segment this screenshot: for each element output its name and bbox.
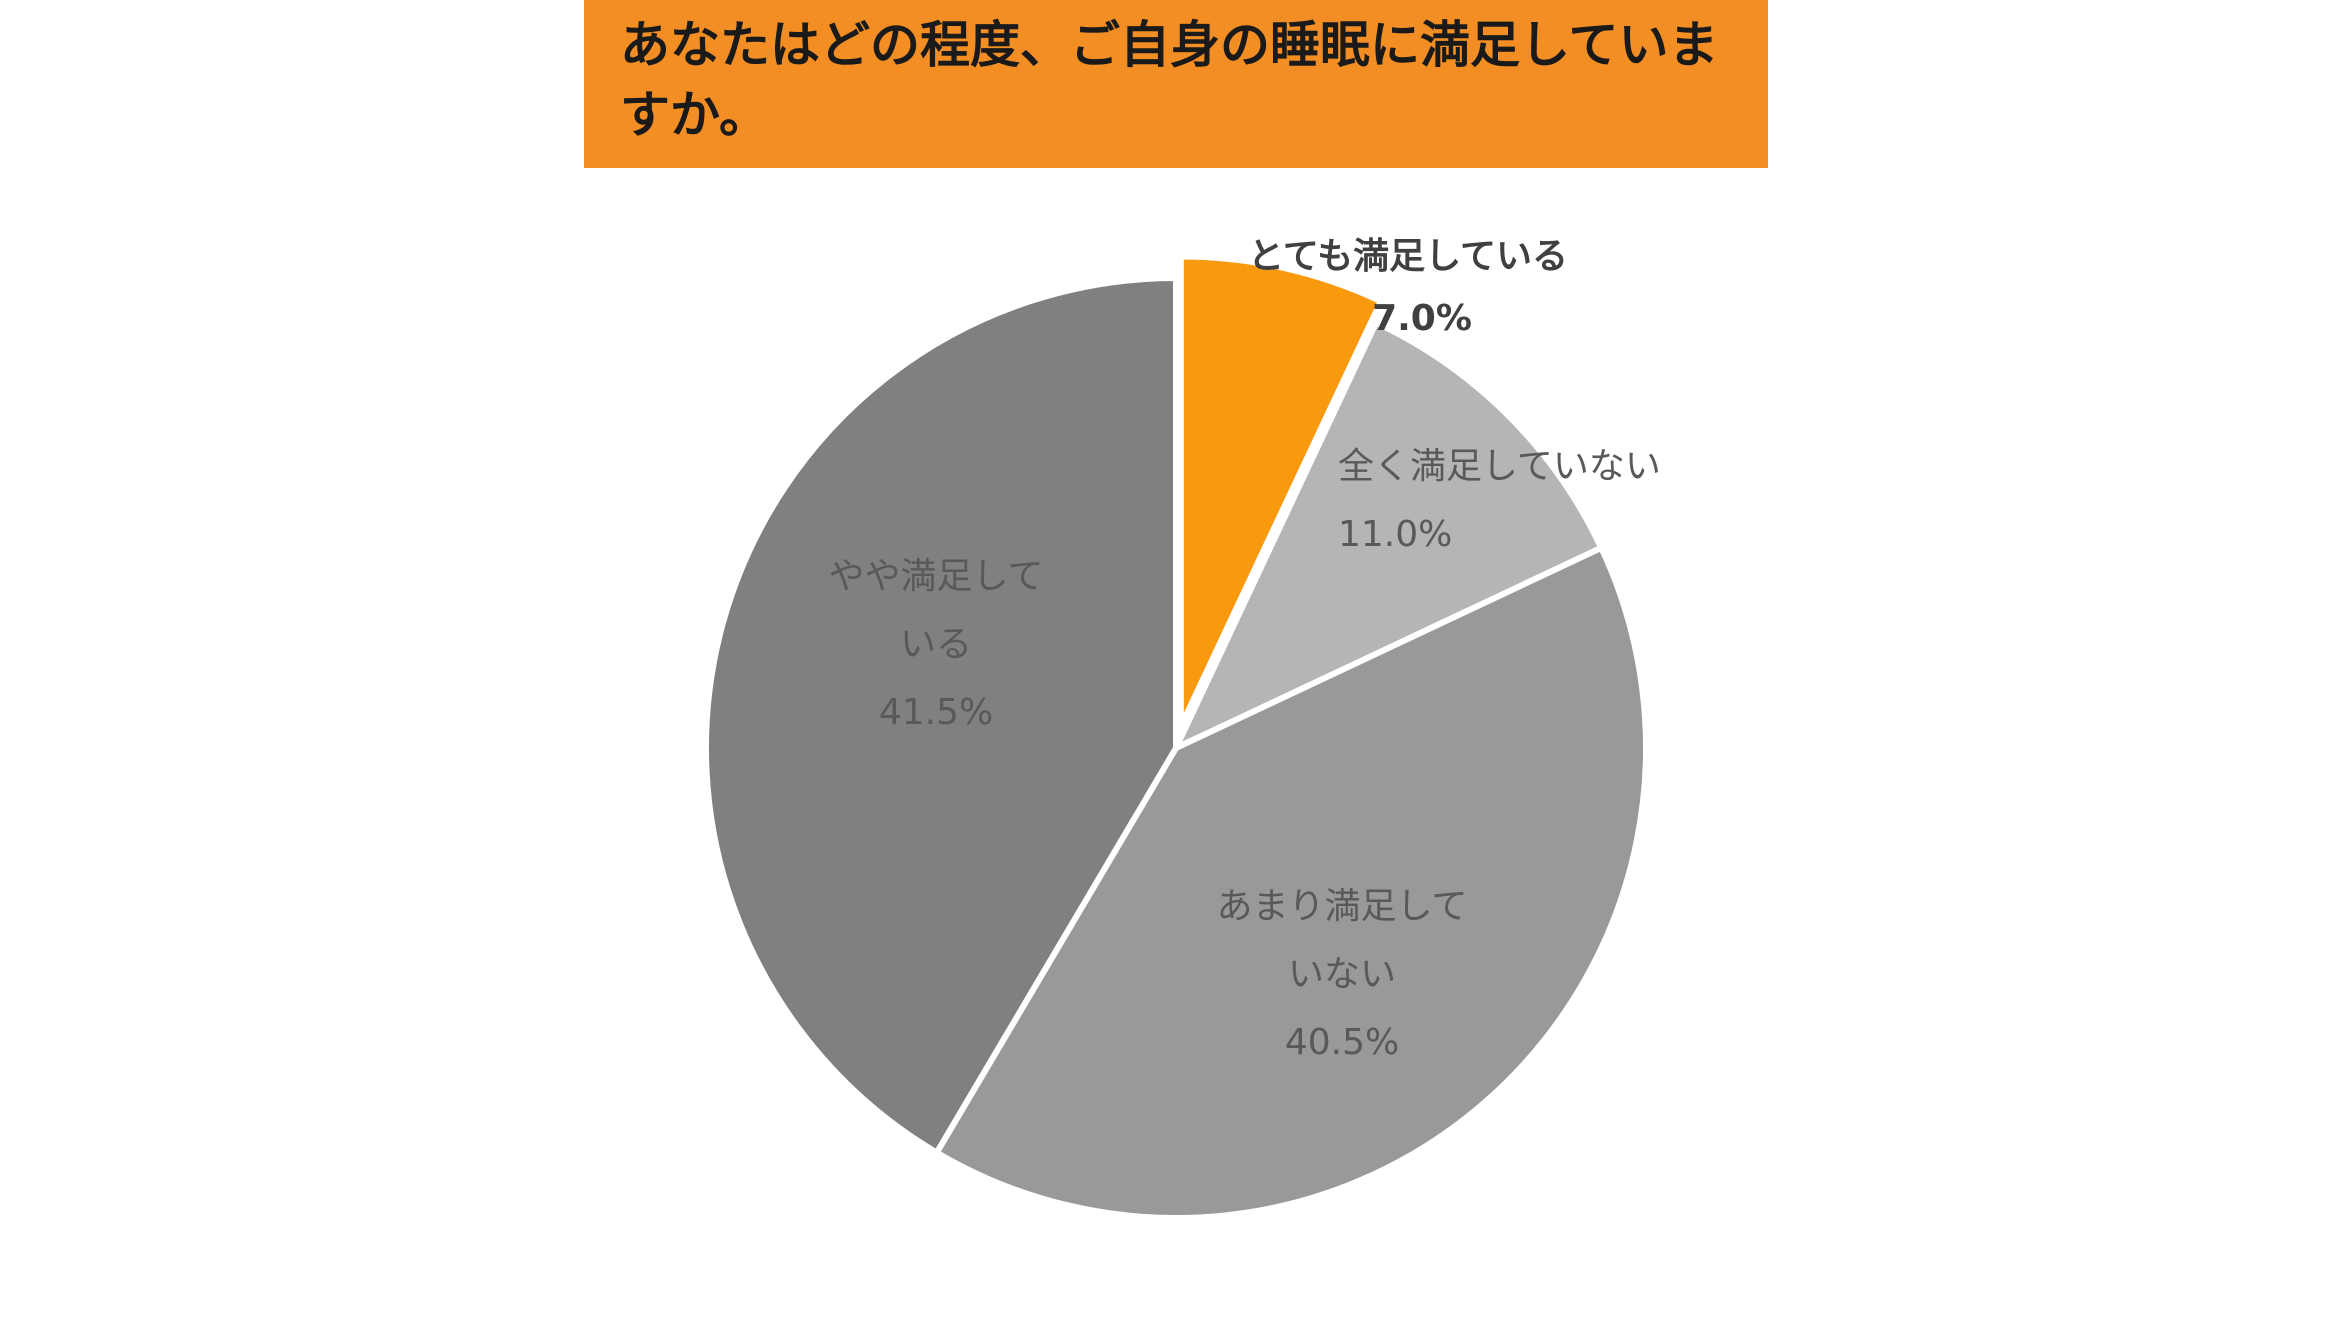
- pie-category-label-1: 全く満足していない: [1338, 446, 1661, 487]
- pie-category-label-0: とても満足している: [1248, 236, 1568, 277]
- pie-slice-0: [1177, 253, 1384, 730]
- pie-category-label-3: いる: [900, 624, 972, 665]
- pie-value-label-2: 40.5%: [1285, 1022, 1399, 1063]
- pie-category-label-2: いない: [1288, 954, 1396, 995]
- pie-value-label-1: 11.0%: [1338, 514, 1452, 555]
- pie-slice-1: [1173, 319, 1605, 751]
- chart-title: あなたはどの程度、ご自身の睡眠に満足していますか。: [620, 16, 1719, 144]
- pie-category-label-2: あまり満足して: [1217, 886, 1468, 927]
- pie-slice-3: [702, 275, 1179, 1156]
- pie-value-label-0: 7.0%: [1372, 298, 1472, 339]
- pie-slices: [702, 253, 1649, 1222]
- pie-value-label-3: 41.5%: [879, 692, 993, 733]
- chart-title-banner: あなたはどの程度、ご自身の睡眠に満足していますか。: [584, 0, 1768, 168]
- pie-slice-2: [933, 544, 1649, 1222]
- pie-category-label-3: やや満足して: [829, 556, 1044, 597]
